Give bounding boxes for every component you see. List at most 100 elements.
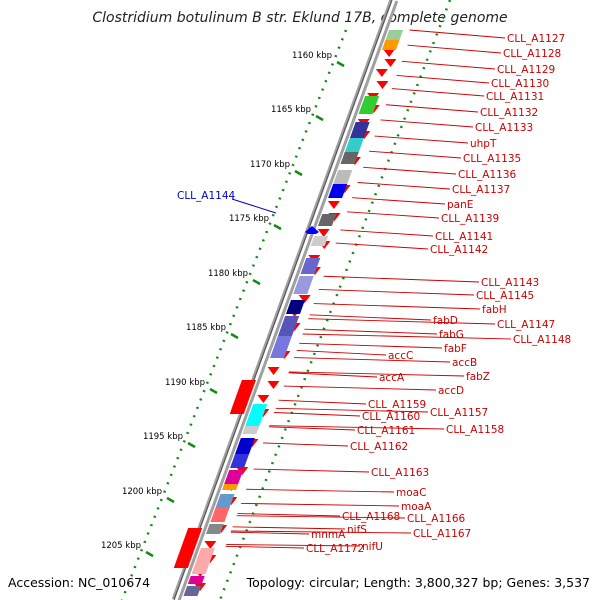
gene-feature-arrow xyxy=(267,381,280,389)
gene-feature-arrow xyxy=(317,229,330,237)
gene-leader-line xyxy=(335,242,429,250)
gene-leader-line xyxy=(363,166,457,175)
gene-feature-block xyxy=(221,484,239,490)
gene-leader-line xyxy=(263,442,349,447)
gene-label: CLL_A1128 xyxy=(503,48,561,60)
gene-leader-line xyxy=(230,531,310,535)
gene-leader-line xyxy=(302,333,512,340)
genome-summary-text: Topology: circular; Length: 3,800,327 bp… xyxy=(246,575,590,590)
gene-label: CLL_A1148 xyxy=(513,334,571,346)
gene-leader-line xyxy=(236,515,406,519)
gene-leader-line xyxy=(369,150,462,159)
gene-leader-line xyxy=(357,182,451,190)
ruler-label: 1165 kbp xyxy=(271,105,311,115)
ruler-label: 1200 kbp xyxy=(122,487,162,497)
gene-feature-block xyxy=(381,40,400,50)
gene-feature-block xyxy=(191,548,215,574)
gene-feature-block xyxy=(215,494,235,508)
gene-feature-block xyxy=(242,426,260,434)
ruler-tick xyxy=(315,114,324,122)
gene-feature-block xyxy=(300,258,321,274)
highlight-gene-arrow xyxy=(305,226,319,234)
ruler-tick xyxy=(273,223,282,231)
gene-label: accA xyxy=(379,372,405,384)
gene-leader-line xyxy=(278,399,367,405)
gene-leader-line xyxy=(309,314,432,321)
ruler-tick xyxy=(187,441,196,449)
gene-leader-line xyxy=(294,357,451,363)
gene-feature-block xyxy=(310,236,329,246)
gene-label: CLL_A1145 xyxy=(476,290,534,302)
gene-leader-line xyxy=(396,75,490,84)
gene-label: moaC xyxy=(396,487,426,499)
gene-label: CLL_A1135 xyxy=(463,153,521,165)
ruler-label: 1180 kbp xyxy=(208,269,248,279)
gene-leader-line xyxy=(246,488,395,493)
gene-label: CLL_A1130 xyxy=(491,78,549,90)
gene-feature-block xyxy=(223,470,244,486)
gene-label: CLL_A1143 xyxy=(481,277,539,289)
map-title: Clostridium botulinum B str. Eklund 17B,… xyxy=(92,10,508,26)
gene-feature-block xyxy=(328,184,348,198)
gene-leader-line xyxy=(296,350,387,356)
gene-leader-line xyxy=(374,135,469,144)
gene-label: CLL_A1147 xyxy=(497,319,555,331)
gene-label: CLL_A1139 xyxy=(441,213,499,225)
gene-label: CLL_A1142 xyxy=(430,244,488,256)
gene-leader-line xyxy=(340,229,434,237)
gene-leader-line xyxy=(299,342,443,349)
gene-label: CLL_A1133 xyxy=(475,122,533,134)
ruler-tick xyxy=(209,387,218,395)
gene-feature-block xyxy=(235,438,255,454)
gene-leader-line xyxy=(380,119,474,128)
gene-label: CLL_A1141 xyxy=(435,231,493,243)
gene-labels: CLL_A1127CLL_A1128CLL_A1129CLL_A1130CLL_… xyxy=(306,33,571,555)
gene-label: moaA xyxy=(401,501,432,513)
gene-feature-arrow xyxy=(267,367,280,375)
gene-label: CLL_A1166 xyxy=(407,513,466,525)
gene-feature-arrow xyxy=(257,395,270,403)
gene-label: nifU xyxy=(362,541,383,553)
gene-label: fabF xyxy=(444,343,467,355)
gene-label: CLL_A1167 xyxy=(413,528,471,540)
gene-feature-arrow xyxy=(376,81,389,89)
gene-label: mnmA xyxy=(311,529,346,541)
gene-label: CLL_A1131 xyxy=(486,91,544,103)
gene-label: CLL_A1163 xyxy=(371,467,429,479)
gene-leader-line xyxy=(313,303,481,310)
gene-leader-line xyxy=(253,468,370,473)
ruler-tick xyxy=(166,496,175,504)
gene-label: CLL_A1129 xyxy=(497,64,555,76)
gene-leader-line xyxy=(275,407,429,413)
ruler-label: 1175 kbp xyxy=(229,214,269,224)
gene-feature-arrow xyxy=(375,69,388,77)
gene-feature-block xyxy=(358,96,380,114)
gene-leader-line xyxy=(283,385,437,391)
gene-label: CLL_A1172 xyxy=(306,543,364,555)
gene-feature-arrow xyxy=(298,295,311,303)
gene-label: CLL_A1137 xyxy=(452,184,510,196)
gene-leader-line xyxy=(231,530,412,534)
gene-feature-arrow xyxy=(204,541,217,549)
ruler-tick xyxy=(230,332,239,340)
gene-leader-line xyxy=(308,318,496,325)
gene-feature-block xyxy=(317,214,337,226)
gene-label: panE xyxy=(447,199,473,211)
gene-label: CLL_A1160 xyxy=(362,411,420,423)
ruler-labels: 1160 kbp 1165 kbp 1170 kbp 1175 kbp 1180 kbp… xyxy=(101,51,332,551)
highlight-leader xyxy=(231,198,277,214)
gene-label: fabZ xyxy=(466,371,490,383)
gene-feature-block xyxy=(277,316,300,336)
gene-feature-block xyxy=(285,300,305,314)
ruler-label: 1190 kbp xyxy=(165,378,205,388)
gene-feature-block xyxy=(230,454,250,468)
gene-label: accC xyxy=(388,350,413,362)
gene-leader-line xyxy=(318,288,475,296)
ruler-label: 1195 kbp xyxy=(143,432,183,442)
gene-leader-line xyxy=(288,372,378,378)
gene-feature-block xyxy=(340,152,359,164)
gene-feature-block xyxy=(206,524,224,534)
gene-feature-block xyxy=(244,404,268,428)
backbone-core xyxy=(173,0,393,600)
gene-leader-line xyxy=(391,88,485,97)
